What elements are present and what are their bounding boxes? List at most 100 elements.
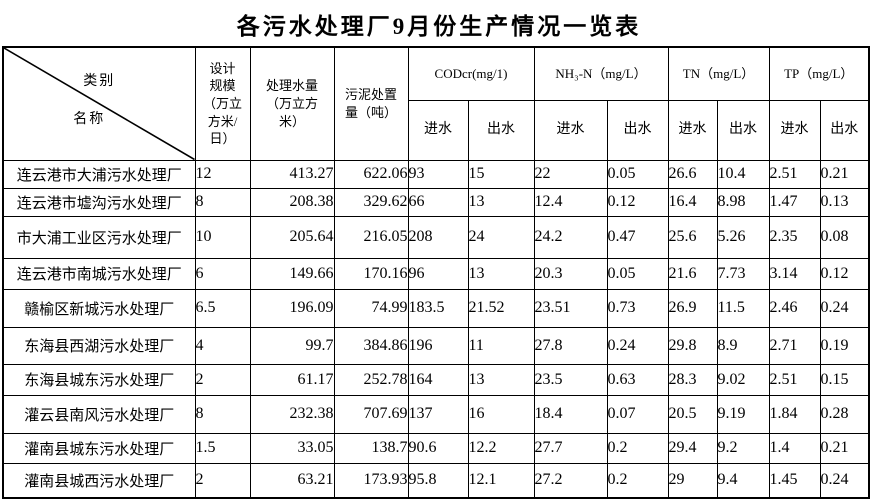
value-cell: 63.21 [249, 462, 335, 499]
plant-name-cell: 东海县城东污水处理厂 [2, 363, 196, 396]
value-cell: 20.5 [667, 394, 718, 434]
plant-name-cell: 赣榆区新城污水处理厂 [2, 288, 196, 328]
table-row: 东海县西湖污水处理厂 4 99.7 384.86 196 11 27.8 0.24 29.8 8.… [2, 326, 870, 365]
table-body: 连云港市大浦污水处理厂 12 413.27 622.06 93 15 22 0.05 26.6 1… [2, 159, 870, 499]
value-cell: 61.17 [249, 363, 335, 396]
value-cell: 11 [467, 326, 535, 365]
value-cell: 232.38 [249, 394, 335, 434]
header-row-groups: 类别 名称 设计 规模 （万立 方米/ 日） 处理水量 （万立方 米） 污泥处置… [2, 46, 870, 161]
value-cell: 173.93 [333, 462, 409, 499]
value-cell: 15 [467, 159, 535, 189]
value-cell: 16.4 [667, 187, 718, 217]
plant-name-cell: 灌云县南风污水处理厂 [2, 394, 196, 434]
header-codcr: CODcr(mg/1) [407, 46, 535, 101]
value-cell: 384.86 [333, 326, 409, 365]
value-cell: 0.12 [819, 257, 870, 290]
value-cell: 21.6 [667, 257, 718, 290]
value-cell: 28.3 [667, 363, 718, 396]
plant-name-cell: 连云港市大浦污水处理厂 [2, 159, 196, 189]
value-cell: 13 [467, 363, 535, 396]
value-cell: 29 [667, 462, 718, 499]
value-cell: 4 [194, 326, 251, 365]
value-cell: 99.7 [249, 326, 335, 365]
value-cell: 2.35 [768, 215, 821, 259]
value-cell: 12.4 [533, 187, 608, 217]
value-cell: 8 [194, 187, 251, 217]
value-cell: 0.21 [819, 432, 870, 464]
subheader-tn-influent: 进水 [667, 99, 718, 161]
value-cell: 2.51 [768, 159, 821, 189]
value-cell: 0.47 [606, 215, 669, 259]
value-cell: 3.14 [768, 257, 821, 290]
header-row-subcolumns: 进水 出水 进水 出水 进水 出水 进水 出水 [3, 99, 870, 161]
value-cell: 196 [407, 326, 469, 365]
value-cell: 1.5 [194, 432, 251, 464]
value-cell: 2.71 [768, 326, 821, 365]
subheader-nh3n-influent: 进水 [533, 99, 608, 161]
value-cell: 2.46 [768, 288, 821, 328]
subheader-nh3n-effluent: 出水 [606, 99, 669, 161]
value-cell: 6.5 [194, 288, 251, 328]
diagonal-divider-line [4, 48, 195, 160]
plant-name-cell: 灌南县城西污水处理厂 [2, 462, 196, 499]
corner-label-name: 名称 [73, 112, 106, 127]
value-cell: 12.2 [467, 432, 535, 464]
value-cell: 170.16 [333, 257, 409, 290]
table-row: 灌南县城东污水处理厂 1.5 33.05 138.7 90.6 12.2 27.7 0.2 29… [2, 432, 870, 464]
value-cell: 12.1 [467, 462, 535, 499]
value-cell: 26.6 [667, 159, 718, 189]
value-cell: 74.99 [333, 288, 409, 328]
value-cell: 329.62 [333, 187, 409, 217]
subheader-codcr-effluent: 出水 [467, 99, 535, 161]
value-cell: 0.19 [819, 326, 870, 365]
value-cell: 9.4 [716, 462, 770, 499]
value-cell: 0.24 [819, 288, 870, 328]
value-cell: 23.51 [533, 288, 608, 328]
value-cell: 1.47 [768, 187, 821, 217]
corner-header-cell: 类别 名称 [2, 46, 196, 161]
value-cell: 20.3 [533, 257, 608, 290]
value-cell: 0.13 [819, 187, 870, 217]
value-cell: 93 [407, 159, 469, 189]
corner-label-category: 类别 [83, 74, 116, 89]
value-cell: 90.6 [407, 432, 469, 464]
header-treated-water: 处理水量 （万立方 米） [249, 46, 335, 161]
value-cell: 0.73 [606, 288, 669, 328]
value-cell: 27.2 [533, 462, 608, 499]
value-cell: 12 [194, 159, 251, 189]
value-cell: 1.84 [768, 394, 821, 434]
value-cell: 10.4 [716, 159, 770, 189]
value-cell: 622.06 [333, 159, 409, 189]
value-cell: 707.69 [333, 394, 409, 434]
plant-name-cell: 东海县西湖污水处理厂 [2, 326, 196, 365]
value-cell: 137 [407, 394, 469, 434]
value-cell: 413.27 [249, 159, 335, 189]
plant-name-cell: 灌南县城东污水处理厂 [2, 432, 196, 464]
value-cell: 164 [407, 363, 469, 396]
value-cell: 16 [467, 394, 535, 434]
subheader-codcr-influent: 进水 [407, 99, 469, 161]
value-cell: 24 [467, 215, 535, 259]
header-tn: TN（mg/L） [667, 46, 770, 101]
value-cell: 183.5 [407, 288, 469, 328]
value-cell: 66 [407, 187, 469, 217]
value-cell: 27.7 [533, 432, 608, 464]
value-cell: 5.26 [716, 215, 770, 259]
value-cell: 205.64 [249, 215, 335, 259]
value-cell: 0.07 [606, 394, 669, 434]
value-cell: 0.12 [606, 187, 669, 217]
value-cell: 0.28 [819, 394, 870, 434]
value-cell: 26.9 [667, 288, 718, 328]
value-cell: 2.51 [768, 363, 821, 396]
value-cell: 252.78 [333, 363, 409, 396]
value-cell: 1.45 [768, 462, 821, 499]
value-cell: 96 [407, 257, 469, 290]
value-cell: 9.02 [716, 363, 770, 396]
value-cell: 25.6 [667, 215, 718, 259]
value-cell: 0.05 [606, 257, 669, 290]
value-cell: 33.05 [249, 432, 335, 464]
value-cell: 0.21 [819, 159, 870, 189]
value-cell: 11.5 [716, 288, 770, 328]
table-row: 市大浦工业区污水处理厂 10 205.64 216.05 208 24 24.2 0.47 25… [2, 215, 870, 259]
value-cell: 0.08 [819, 215, 870, 259]
